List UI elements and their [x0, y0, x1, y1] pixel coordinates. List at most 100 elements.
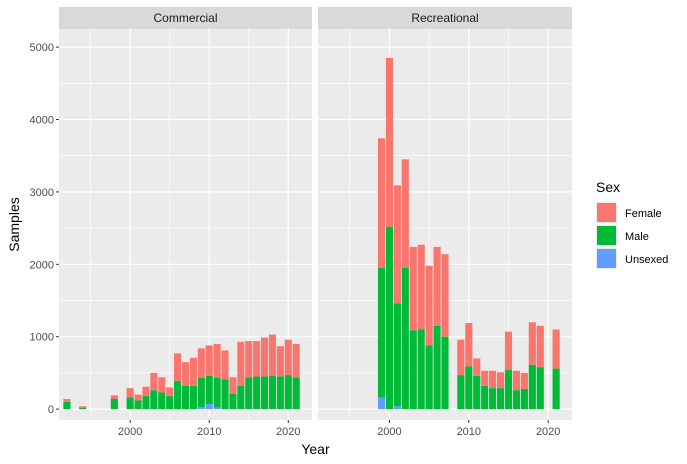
bar-segment-male-2021 — [552, 368, 560, 410]
legend-title: Sex — [596, 179, 620, 195]
bar-segment-female-2012 — [221, 350, 229, 380]
bar-segment-male-2018 — [268, 375, 277, 410]
x-tick-label: 2020 — [276, 426, 300, 438]
bar-segment-female-2016 — [253, 341, 261, 377]
bar-segment-male-2017 — [261, 376, 269, 410]
bar-segment-male-2010 — [465, 366, 473, 410]
bar-segment-male-2014 — [237, 385, 245, 410]
bar-segment-female-2006 — [174, 353, 182, 381]
bar-segment-female-2007 — [181, 362, 190, 386]
bar-segment-male-1999 — [377, 267, 386, 398]
bar-segment-female-2021 — [292, 343, 300, 378]
bar-segment-male-2013 — [229, 393, 237, 410]
facet-strip — [59, 7, 312, 29]
bar-segment-female-1999 — [377, 138, 386, 268]
bar-segment-unsexed-2001 — [393, 406, 401, 410]
bar-segment-male-2013 — [489, 388, 497, 410]
bar-segment-female-2005 — [425, 265, 433, 346]
y-tick-label: 4000 — [30, 115, 54, 127]
bar-segment-male-1998 — [110, 399, 118, 410]
bar-segment-female-2010 — [205, 345, 213, 376]
bar-segment-female-2015 — [245, 341, 253, 378]
bar-segment-male-2016 — [253, 376, 261, 410]
bar-segment-female-2001 — [134, 394, 142, 401]
bar-segment-male-2019 — [276, 376, 284, 410]
bar-segment-female-2000 — [126, 388, 134, 398]
bar-segment-male-2017 — [520, 388, 528, 410]
bar-segment-female-2014 — [496, 372, 505, 389]
bar-segment-male-2009 — [457, 375, 465, 410]
bar-segment-male-2012 — [221, 379, 229, 410]
bar-segment-female-2014 — [237, 341, 245, 386]
bar-segment-female-2010 — [465, 322, 473, 367]
bar-segment-female-2019 — [536, 325, 544, 368]
bar-segment-male-2019 — [536, 367, 544, 410]
x-tick-label: 2010 — [197, 426, 221, 438]
bar-segment-female-2011 — [213, 343, 221, 379]
bar-segment-female-2016 — [512, 370, 521, 391]
bar-segment-male-1994 — [79, 407, 87, 410]
bar-segment-male-2012 — [481, 385, 489, 410]
bar-segment-male-2011 — [473, 375, 481, 410]
bar-segment-male-2002 — [142, 396, 150, 410]
bar-segment-male-2000 — [385, 226, 394, 410]
bar-segment-male-2006 — [174, 380, 182, 410]
x-tick-label: 2010 — [457, 426, 481, 438]
bar-segment-female-2009 — [457, 339, 465, 376]
bar-segment-male-2010 — [205, 375, 213, 405]
bar-segment-female-2017 — [261, 337, 269, 377]
legend: Sex Female Male Unsexed — [596, 179, 668, 269]
bar-segment-female-2003 — [409, 246, 417, 331]
bar-segment-male-2004 — [158, 392, 166, 410]
facet-strip-label: Commercial — [153, 11, 217, 25]
y-tick-label: 5000 — [30, 42, 54, 54]
bar-segment-female-2006 — [433, 246, 441, 326]
bar-segment-male-2014 — [496, 388, 505, 410]
facet-strip-label: Recreational — [411, 11, 478, 25]
bar-segment-male-2001 — [134, 400, 142, 410]
bar-segment-male-2021 — [292, 377, 300, 410]
axes: 2000 2010 2020 2000 2010 2020 0 1000 2000 3000 400… — [6, 42, 560, 457]
bar-segment-male-1992 — [63, 401, 71, 410]
y-tick-label: 2000 — [30, 259, 54, 271]
panels: Commercial Recreational — [59, 7, 572, 420]
bar-segment-female-1994 — [79, 406, 87, 408]
bar-segment-female-2018 — [528, 322, 536, 365]
bar-segment-male-2005 — [166, 396, 174, 410]
legend-label-female: Female — [625, 208, 662, 220]
bar-segment-male-2011 — [213, 378, 221, 408]
legend-label-male: Male — [625, 231, 649, 243]
bar-segment-female-2013 — [489, 370, 497, 389]
bar-segment-unsexed-2009 — [197, 406, 205, 410]
bar-segment-female-2005 — [166, 387, 174, 397]
bar-segment-female-2001 — [393, 185, 401, 304]
bar-segment-male-2006 — [433, 325, 441, 410]
legend-label-unsexed: Unsexed — [625, 254, 668, 266]
bar-segment-female-1992 — [63, 399, 71, 402]
bar-segment-male-2000 — [126, 397, 134, 410]
bar-segment-female-2007 — [441, 254, 449, 337]
bar-segment-female-2020 — [284, 339, 292, 376]
x-tick-label: 2000 — [377, 426, 401, 438]
x-tick-label: 2020 — [536, 426, 560, 438]
bar-segment-male-2007 — [441, 336, 449, 410]
x-axis-title: Year — [301, 441, 330, 457]
bar-segment-male-2002 — [401, 267, 409, 410]
y-tick-label: 3000 — [30, 187, 54, 199]
y-tick-label: 0 — [48, 404, 54, 416]
bar-segment-male-2015 — [245, 377, 253, 410]
bar-segment-female-2017 — [520, 372, 528, 389]
bar-segment-female-2000 — [385, 57, 394, 227]
bar-segment-female-2018 — [268, 334, 277, 376]
facet-panel-recreational: Recreational — [318, 7, 572, 420]
facet-strip — [318, 7, 572, 29]
bar-segment-female-2004 — [158, 377, 166, 393]
bar-segment-male-2018 — [528, 364, 536, 410]
bar-segment-male-2005 — [425, 345, 433, 410]
bar-segment-male-2015 — [504, 370, 513, 410]
bar-segment-female-2021 — [552, 329, 560, 369]
bar-segment-female-2011 — [473, 358, 481, 376]
legend-swatch-unsexed — [597, 249, 616, 268]
y-axis-title: Samples — [6, 197, 22, 251]
y-tick-label: 1000 — [30, 332, 54, 344]
